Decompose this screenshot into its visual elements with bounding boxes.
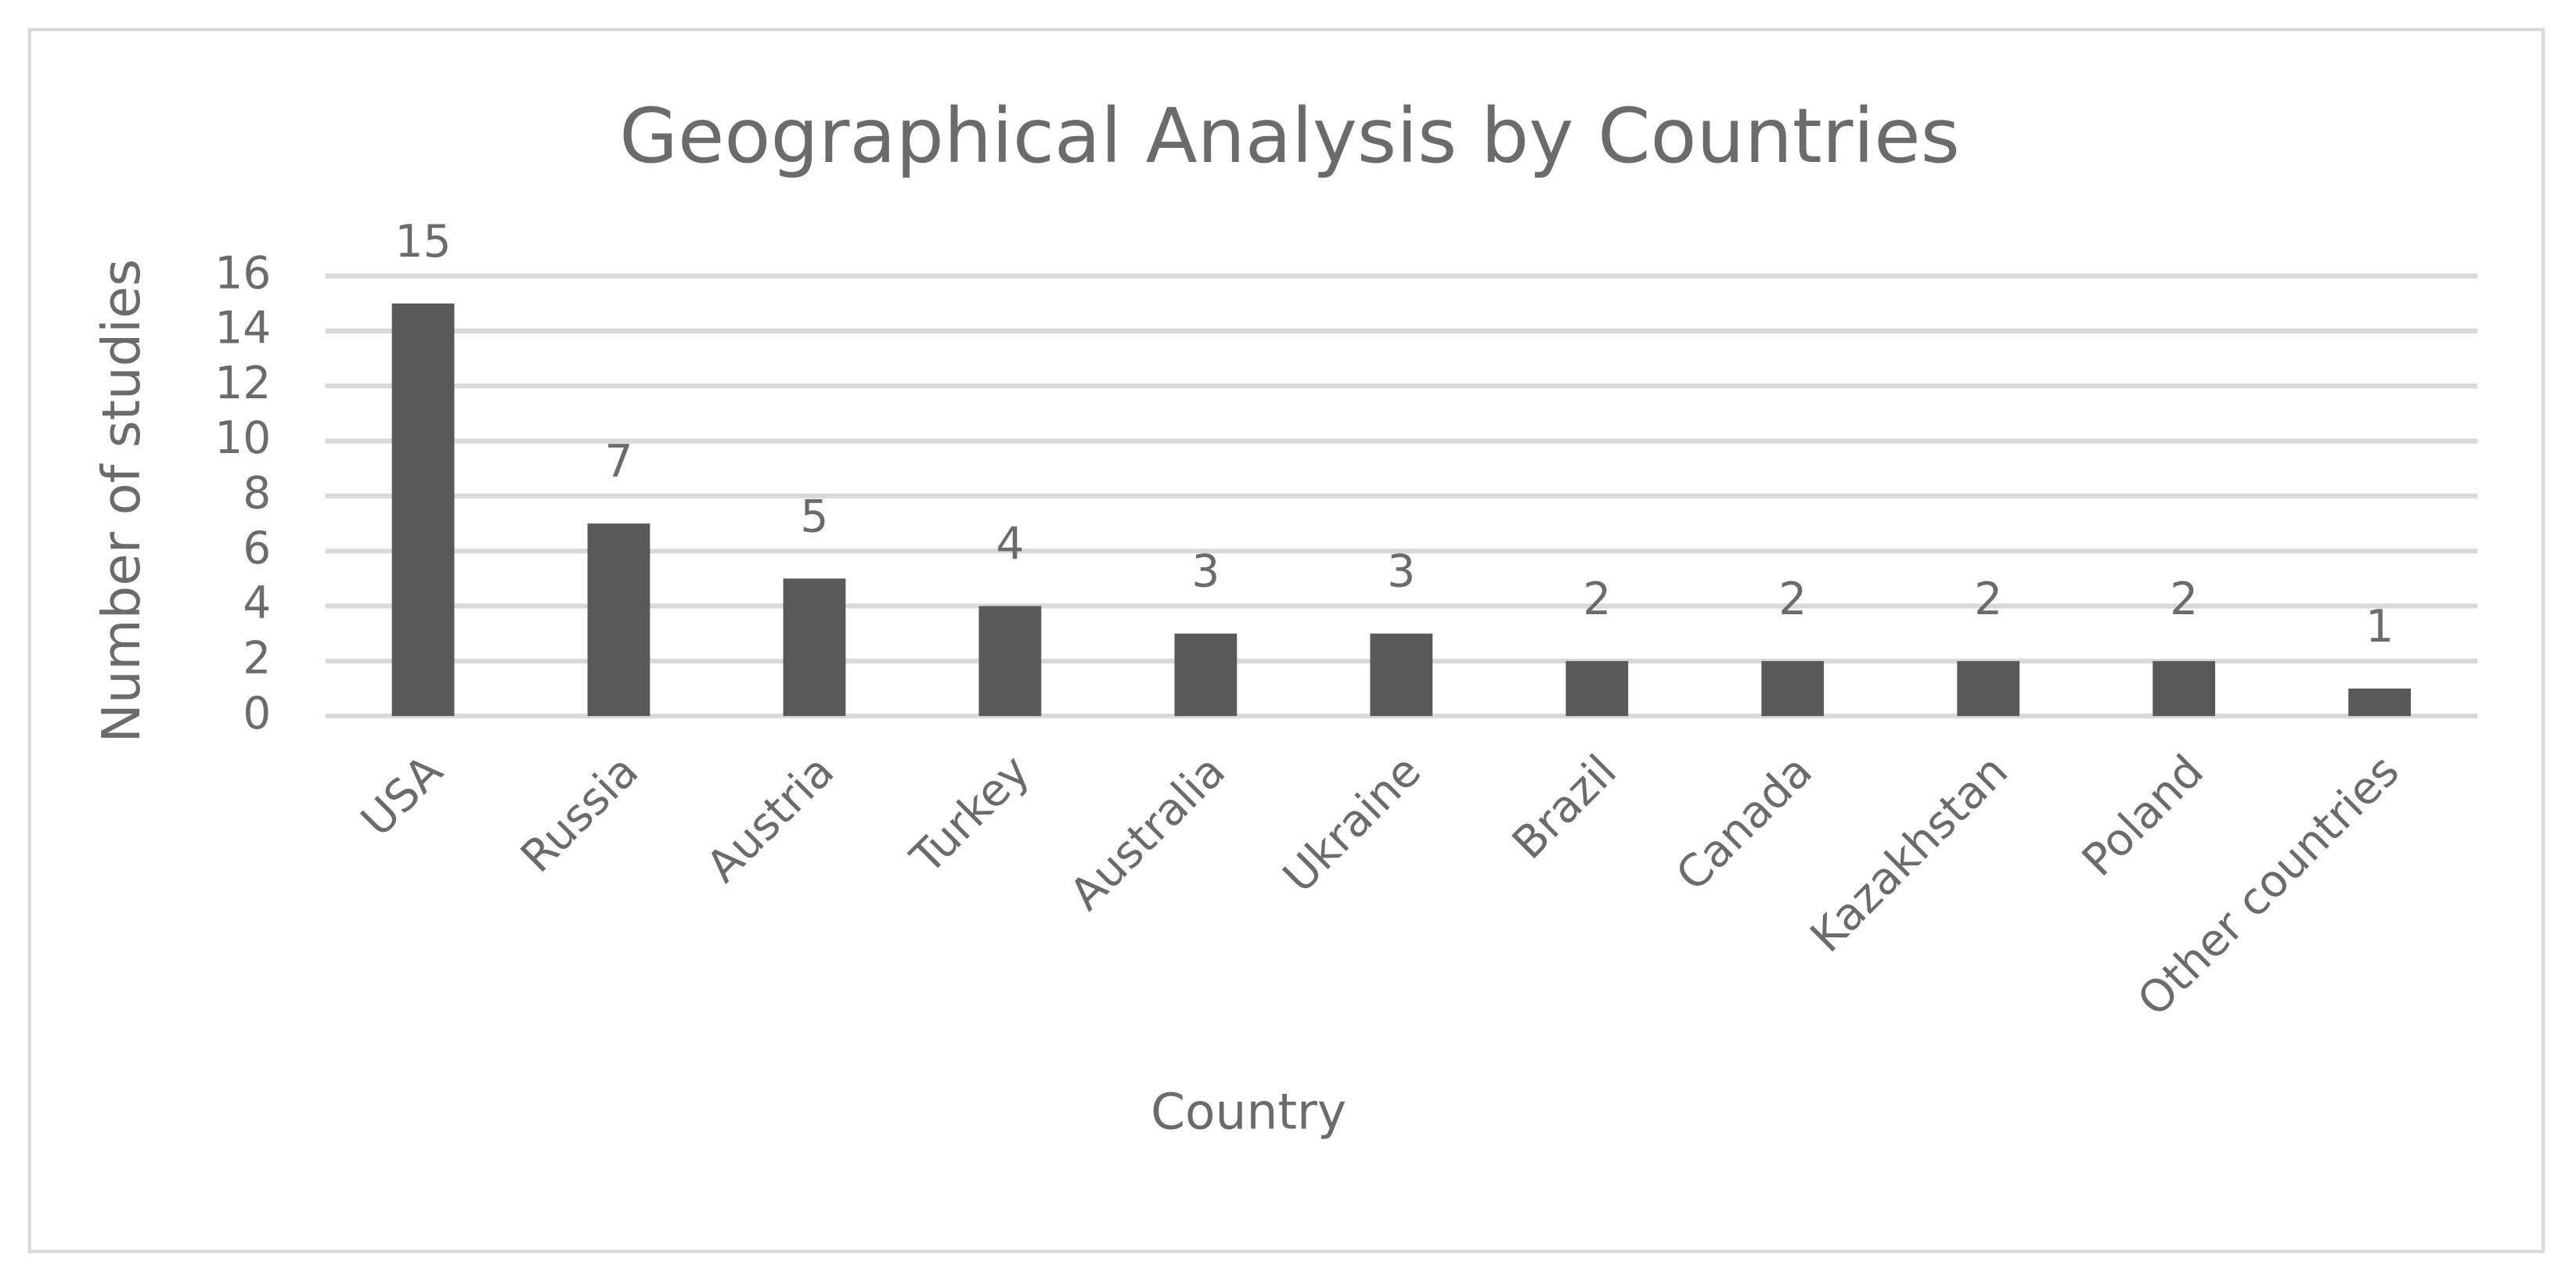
- y-tick-label: 0: [243, 688, 271, 739]
- bar: [2153, 660, 2216, 717]
- x-axis-label: Country: [1151, 1083, 1346, 1140]
- value-label: 7: [604, 436, 632, 487]
- bar: [783, 578, 846, 717]
- value-label: 5: [800, 491, 828, 542]
- y-tick-label: 2: [243, 632, 271, 684]
- bar: [2348, 689, 2411, 717]
- bar: [978, 606, 1042, 717]
- bar: [391, 303, 455, 717]
- y-tick-label: 14: [214, 303, 271, 354]
- value-label: 4: [996, 519, 1024, 570]
- bar: [1174, 633, 1238, 717]
- y-tick-label: 8: [243, 468, 271, 520]
- value-label: 15: [395, 216, 452, 268]
- value-label: 3: [1387, 546, 1415, 598]
- value-label: 2: [1974, 574, 2002, 625]
- value-label: 3: [1191, 546, 1220, 598]
- value-label: 1: [2365, 601, 2394, 653]
- y-tick-label: 6: [243, 523, 271, 574]
- y-axis-label: Number of studies: [91, 259, 152, 743]
- y-tick-label: 16: [214, 247, 271, 299]
- y-tick-label: 12: [214, 358, 271, 409]
- bar: [1761, 660, 1825, 717]
- value-label: 2: [2170, 574, 2198, 625]
- y-tick-label: 10: [214, 412, 271, 464]
- value-label: 2: [1583, 574, 1611, 625]
- y-tick-label: 4: [243, 577, 271, 629]
- chart-title: Geographical Analysis by Countries: [619, 92, 1960, 180]
- bar: [1370, 633, 1433, 717]
- bar: [587, 523, 650, 717]
- bar: [1565, 660, 1629, 717]
- value-label: 2: [1778, 574, 1807, 625]
- bar: [1957, 660, 2020, 717]
